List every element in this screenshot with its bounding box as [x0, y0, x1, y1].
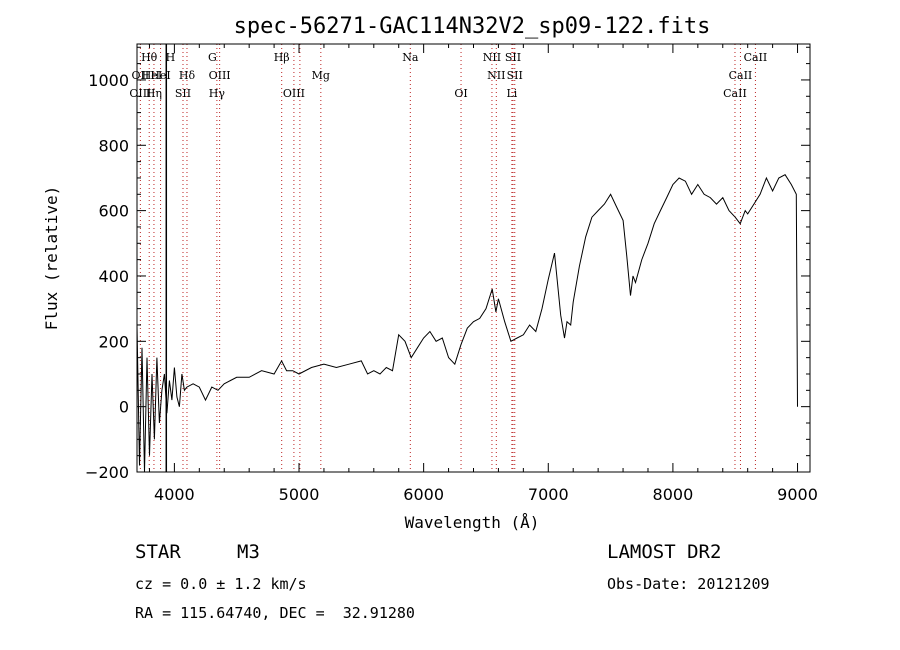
- spectrum-line: [136, 174, 798, 473]
- spectral-line-label: Mg: [312, 69, 330, 82]
- spectral-line-label: Hδ: [179, 69, 196, 82]
- x-tick-label: 9000: [777, 485, 818, 504]
- y-tick-label: 1000: [88, 71, 129, 90]
- spectral-line-label: Hβ: [274, 51, 290, 64]
- coordinates: RA = 115.64740, DEC = 32.91280: [135, 604, 415, 622]
- survey-name: LAMOST DR2: [607, 541, 722, 563]
- spectral-line-label: NII: [483, 51, 501, 64]
- spectral-line-label: Hη: [146, 87, 162, 100]
- y-tick-label: 400: [98, 267, 129, 286]
- y-axis-label: Flux (relative): [42, 186, 61, 331]
- series-group: [136, 174, 798, 473]
- spectral-line-label: H: [166, 51, 176, 64]
- object-class: STAR: [135, 541, 181, 563]
- spectral-line-label: HeI: [150, 69, 170, 82]
- spectral-line-label: SII: [175, 87, 191, 100]
- y-tick-label: 200: [98, 332, 129, 351]
- y-tick-label: −200: [85, 463, 129, 482]
- spectral-line-label: HeI: [142, 69, 162, 82]
- chart-title: spec-56271-GAC114N32V2_sp09-122.fits: [234, 14, 711, 39]
- axis-ticks: 4000 5000 6000 7000 8000 9000 −200 0 200 400 600 80…: [85, 44, 818, 504]
- obs-date: Obs-Date: 20121209: [607, 575, 770, 593]
- x-tick-label: 4000: [154, 485, 195, 504]
- spectral-line-label: CaII: [744, 51, 768, 64]
- spectral-line-label: SII: [505, 51, 521, 64]
- x-tick-label: 8000: [653, 485, 694, 504]
- x-tick-label: 5000: [279, 485, 320, 504]
- spectral-line-label: G: [208, 51, 217, 64]
- spectral-line-label: Li: [506, 87, 517, 100]
- y-tick-label: 0: [119, 398, 129, 417]
- spectral-line-label: SII: [507, 69, 523, 82]
- spectral-line-label: OI: [454, 87, 467, 100]
- spectral-line-label: OIII: [283, 87, 305, 100]
- redshift-cz: cz = 0.0 ± 1.2 km/s: [135, 575, 307, 593]
- object-subclass: M3: [237, 541, 260, 563]
- x-tick-label: 7000: [528, 485, 569, 504]
- spectral-line-label: CaII: [729, 69, 753, 82]
- plot-frame: [136, 43, 811, 473]
- spectral-line-label: Hθ: [141, 51, 158, 64]
- spectral-line-label: NII: [487, 69, 505, 82]
- spectral-line-label: Na: [402, 51, 419, 64]
- spectral-line-label: Hγ: [209, 87, 226, 100]
- y-tick-label: 800: [98, 136, 129, 155]
- spectral-line-label: OIII: [209, 69, 231, 82]
- x-tick-label: 6000: [403, 485, 444, 504]
- spectral-line-label: CaII: [723, 87, 747, 100]
- spectral-line-label: OII: [132, 69, 150, 82]
- spectral-line-label: OIII: [129, 87, 151, 100]
- emission-line-markers: [139, 44, 756, 472]
- x-axis-label: Wavelength (Å): [405, 513, 540, 532]
- y-tick-label: 600: [98, 202, 129, 221]
